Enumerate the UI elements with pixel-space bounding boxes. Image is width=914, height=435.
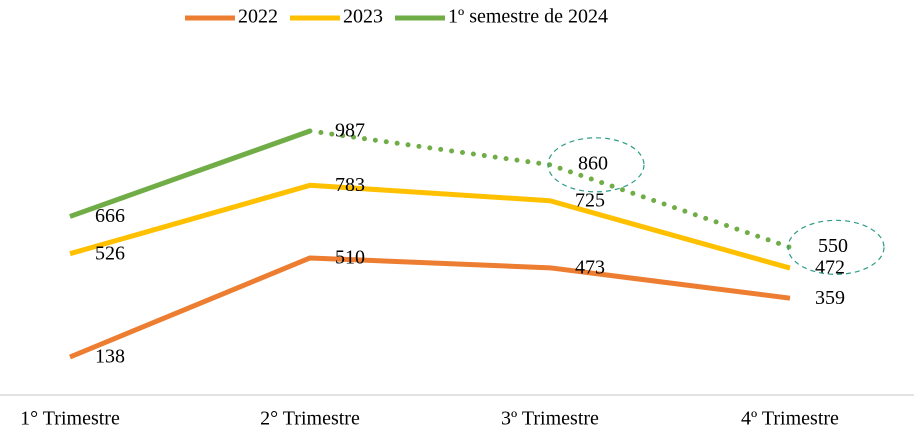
series-line <box>69 182 791 271</box>
x-tick-label: 4º Trimestre <box>741 408 839 430</box>
data-label: 860 <box>578 152 608 174</box>
series-line-dotted <box>307 128 793 250</box>
data-label: 550 <box>818 235 848 257</box>
legend-label: 1º semestre de 2024 <box>448 6 608 28</box>
legend-label: 2023 <box>343 6 383 28</box>
highlight-ellipse <box>787 219 885 275</box>
data-label: 526 <box>95 242 125 264</box>
data-label: 725 <box>575 189 605 211</box>
data-label: 510 <box>335 247 365 269</box>
x-tick-label: 3º Trimestre <box>501 408 599 430</box>
series-line <box>69 128 311 219</box>
x-tick-label: 1° Trimestre <box>20 408 120 430</box>
highlight-ellipse <box>547 137 645 193</box>
data-label: 473 <box>575 256 605 278</box>
x-tick-label: 2° Trimestre <box>260 408 360 430</box>
data-label: 138 <box>95 346 125 368</box>
data-label: 783 <box>335 174 365 196</box>
data-label: 666 <box>95 205 125 227</box>
data-label: 472 <box>815 257 845 279</box>
legend-label: 2022 <box>238 6 278 28</box>
data-label: 987 <box>335 120 365 142</box>
data-label: 359 <box>815 287 845 309</box>
series-line <box>69 255 791 360</box>
